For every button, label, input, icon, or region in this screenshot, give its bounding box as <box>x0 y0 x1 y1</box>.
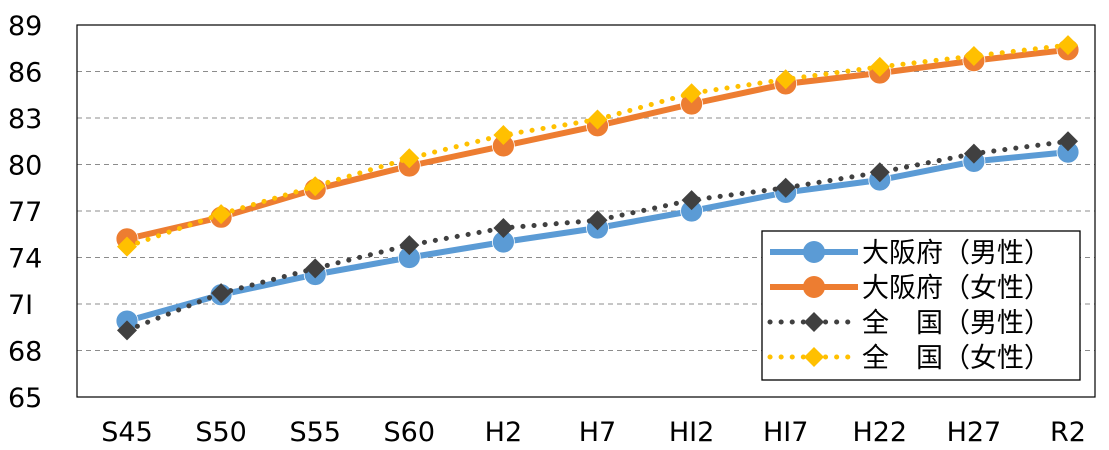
data-point <box>681 83 702 104</box>
y-tick-label: 83 <box>8 104 42 135</box>
data-point <box>963 143 984 164</box>
legend-label: 全 国（女性） <box>862 343 1051 374</box>
legend-label: 全 国（男性） <box>862 308 1051 339</box>
data-point <box>681 190 702 211</box>
legend-marker <box>804 312 824 332</box>
series-3 <box>117 35 1078 257</box>
x-tick-label: HI2 <box>669 417 714 448</box>
data-point <box>305 258 326 279</box>
legend-marker <box>803 276 825 298</box>
x-tick-label: S45 <box>101 417 153 448</box>
y-tick-label: 86 <box>8 58 42 89</box>
data-point <box>587 109 608 130</box>
plot-area-border <box>76 24 1096 398</box>
series-line <box>124 138 1071 333</box>
x-tick-label: S60 <box>384 417 436 448</box>
data-point <box>775 69 796 90</box>
x-tick-label: R2 <box>1050 417 1086 448</box>
series-2 <box>117 131 1078 341</box>
x-tick-label: S55 <box>289 417 341 448</box>
y-tick-label: 77 <box>8 197 42 228</box>
y-tick-label: 89 <box>8 11 42 42</box>
data-point <box>117 236 137 257</box>
x-tick-label: H2 <box>485 417 522 448</box>
y-tick-label: 80 <box>8 151 42 182</box>
x-tick-label: H27 <box>947 417 1002 448</box>
legend-marker <box>803 241 825 263</box>
legend-item: 大阪府（女性） <box>770 273 1051 304</box>
data-point <box>869 56 890 77</box>
y-tick-label: 65 <box>8 383 42 414</box>
legend-item: 大阪府（男性） <box>770 238 1051 269</box>
data-point <box>1058 131 1078 152</box>
legend-label: 大阪府（男性） <box>862 238 1051 269</box>
data-point <box>117 320 137 341</box>
data-point <box>211 204 232 225</box>
x-tick-label: H7 <box>579 417 616 448</box>
x-tick-label: H22 <box>852 417 907 448</box>
y-tick-label: 7I <box>8 290 33 321</box>
legend: 大阪府（男性） 大阪府（女性） 全 国（男性） 全 国（女性） <box>761 230 1081 381</box>
data-point <box>587 210 608 231</box>
data-point <box>399 235 420 256</box>
data-point <box>493 125 514 146</box>
data-point <box>869 162 890 183</box>
data-point <box>1058 35 1078 56</box>
y-tick-label: 68 <box>8 337 42 368</box>
legend-label: 大阪府（女性） <box>862 273 1051 304</box>
y-tick-label: 74 <box>8 244 42 275</box>
series-group <box>115 35 1080 341</box>
data-point <box>211 283 232 304</box>
data-point <box>493 218 514 239</box>
data-point <box>775 177 796 198</box>
y-axis-tick-labels: 65 68 7I 74 77 80 83 86 89 <box>8 11 42 414</box>
data-point <box>963 46 984 66</box>
legend-marker <box>804 347 824 367</box>
legend-item: 全 国（男性） <box>767 308 1051 339</box>
data-point <box>399 148 420 169</box>
legend-item: 全 国（女性） <box>767 343 1051 374</box>
x-tick-label: HI7 <box>763 417 808 448</box>
data-point <box>305 176 326 197</box>
x-axis-tick-labels: S45 S50 S55 S60 H2 H7 HI2 HI7 H22 H27 R2 <box>101 417 1086 448</box>
x-tick-label: S50 <box>195 417 247 448</box>
